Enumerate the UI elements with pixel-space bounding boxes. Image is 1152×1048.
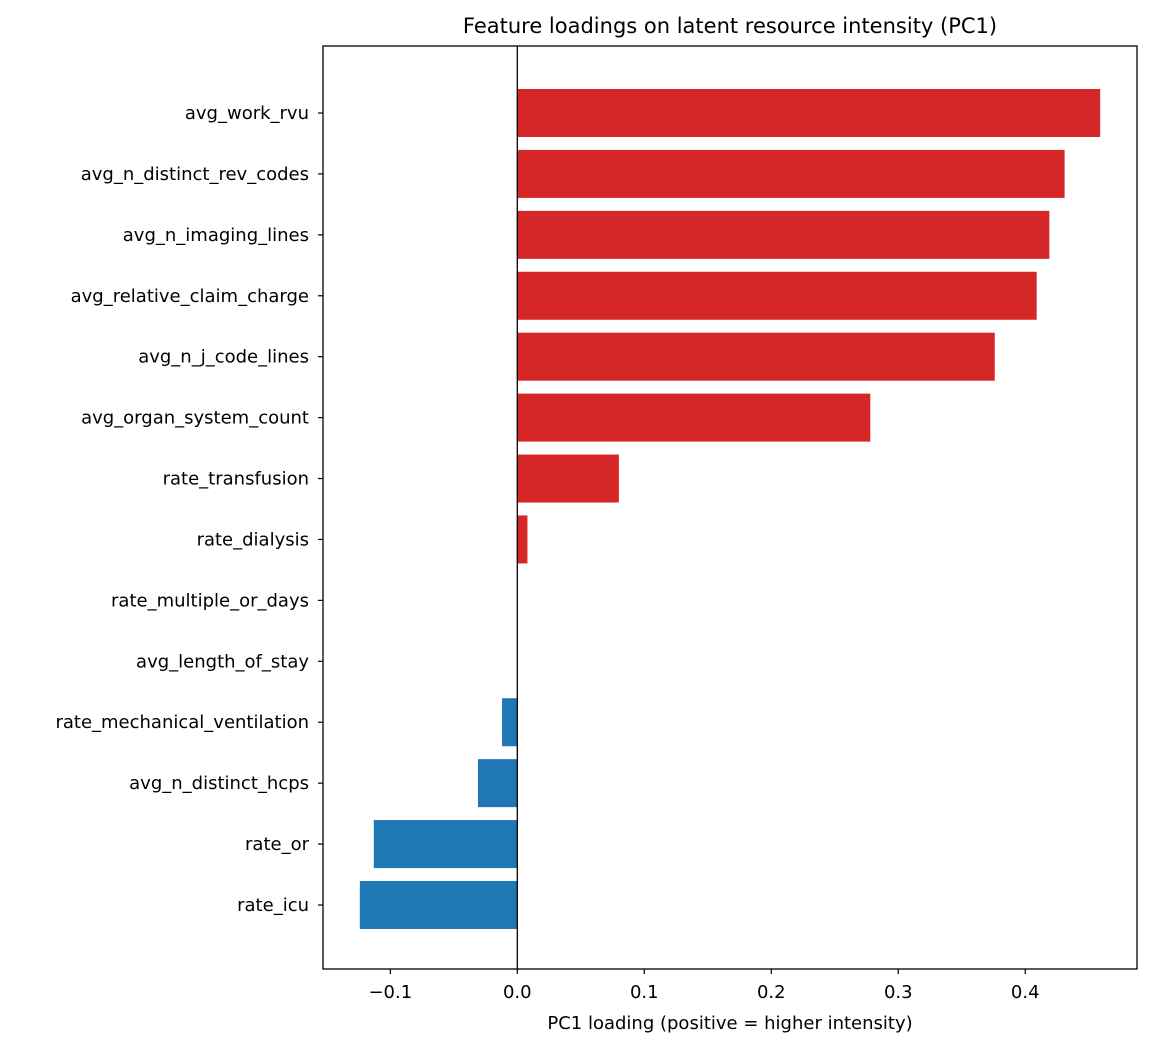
y-tick-label: rate_or [245, 834, 310, 855]
bar-avg_n_distinct_rev_codes [517, 149, 1065, 198]
y-tick-label: avg_organ_system_count [81, 408, 309, 429]
bar-avg_n_j_code_lines [517, 332, 995, 381]
x-tick-label: 0.0 [503, 982, 532, 1003]
bar-avg_work_rvu [517, 89, 1101, 137]
bar-avg_n_imaging_lines [517, 210, 1050, 259]
bar-rate_or [373, 820, 518, 869]
bar-rate_transfusion [517, 454, 619, 503]
y-tick-label: rate_dialysis [197, 529, 309, 550]
x-tick-label: 0.1 [630, 982, 659, 1003]
chart-title: Feature loadings on latent resource inte… [463, 14, 997, 38]
bar-avg_organ_system_count [517, 393, 871, 442]
y-tick-label: rate_transfusion [163, 469, 309, 490]
x-axis-label: PC1 loading (positive = higher intensity… [547, 1013, 912, 1034]
y-tick-label: rate_mechanical_ventilation [55, 712, 309, 733]
y-tick-label: avg_relative_claim_charge [71, 286, 309, 307]
bar-avg_n_distinct_hcps [477, 759, 518, 808]
y-tick-label: avg_n_distinct_rev_codes [81, 164, 309, 185]
bar-rate_dialysis [517, 515, 528, 564]
y-tick-label: avg_work_rvu [185, 103, 309, 124]
bar-avg_relative_claim_charge [517, 271, 1037, 320]
y-tick-label: avg_n_j_code_lines [138, 347, 309, 368]
bar-rate_icu [359, 881, 518, 929]
y-tick-label: avg_n_imaging_lines [123, 225, 309, 246]
x-tick-label: 0.3 [884, 982, 913, 1003]
y-tick-label: rate_icu [237, 895, 309, 916]
y-tick-label: rate_multiple_or_days [111, 590, 309, 611]
plot-frame [322, 45, 1138, 970]
y-tick-label: avg_length_of_stay [136, 651, 309, 672]
x-tick-label: 0.4 [1011, 982, 1040, 1003]
bar-rate_mechanical_ventilation [502, 698, 518, 747]
x-tick-label: 0.2 [757, 982, 786, 1003]
x-tick-label: −0.1 [368, 982, 412, 1003]
y-tick-label: avg_n_distinct_hcps [129, 773, 309, 794]
